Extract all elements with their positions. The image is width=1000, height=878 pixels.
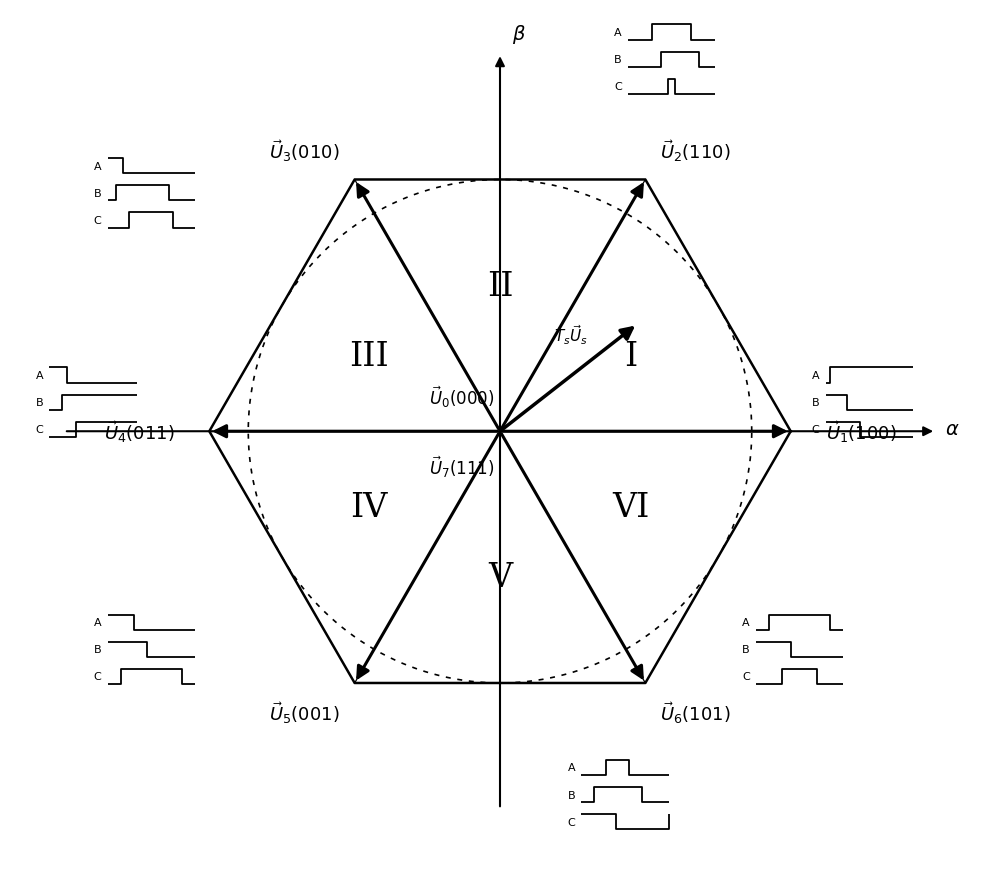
Text: A: A — [94, 617, 101, 628]
Text: $\beta$: $\beta$ — [512, 23, 525, 46]
Text: B: B — [812, 398, 819, 407]
Text: $\vec{U}_5(001)$: $\vec{U}_5(001)$ — [269, 700, 340, 725]
Text: $\alpha$: $\alpha$ — [945, 420, 959, 438]
Text: B: B — [742, 644, 750, 654]
Text: C: C — [742, 672, 750, 681]
Text: C: C — [614, 83, 622, 92]
Text: C: C — [568, 817, 575, 827]
Text: C: C — [94, 672, 101, 681]
Text: $\vec{U}_2(110)$: $\vec{U}_2(110)$ — [660, 139, 731, 164]
Text: $\vec{U}_4(011)$: $\vec{U}_4(011)$ — [104, 419, 174, 444]
Text: III: III — [349, 341, 389, 372]
Text: V: V — [488, 561, 512, 593]
Text: $\vec{U}_6(101)$: $\vec{U}_6(101)$ — [660, 700, 731, 725]
Text: $T_s\vec{U}_s$: $T_s\vec{U}_s$ — [554, 323, 588, 347]
Text: I: I — [624, 341, 638, 372]
Text: $\vec{U}_3(010)$: $\vec{U}_3(010)$ — [269, 139, 340, 164]
Text: $\vec{U}_0(000)$: $\vec{U}_0(000)$ — [429, 385, 494, 410]
Text: $\vec{U}_1(100)$: $\vec{U}_1(100)$ — [826, 419, 896, 444]
Text: B: B — [94, 644, 101, 654]
Text: B: B — [614, 55, 622, 65]
Text: B: B — [568, 789, 575, 800]
Text: B: B — [36, 398, 43, 407]
Text: C: C — [812, 425, 819, 435]
Text: B: B — [94, 189, 101, 198]
Text: II: II — [487, 270, 513, 303]
Text: VI: VI — [612, 492, 650, 523]
Text: A: A — [568, 763, 575, 773]
Text: IV: IV — [350, 492, 388, 523]
Text: C: C — [36, 425, 43, 435]
Text: A: A — [94, 162, 101, 171]
Text: $\vec{U}_7(111)$: $\vec{U}_7(111)$ — [429, 454, 494, 479]
Text: C: C — [94, 216, 101, 226]
Text: A: A — [812, 371, 819, 380]
Text: A: A — [614, 28, 622, 38]
Text: A: A — [36, 371, 43, 380]
Text: A: A — [742, 617, 750, 628]
